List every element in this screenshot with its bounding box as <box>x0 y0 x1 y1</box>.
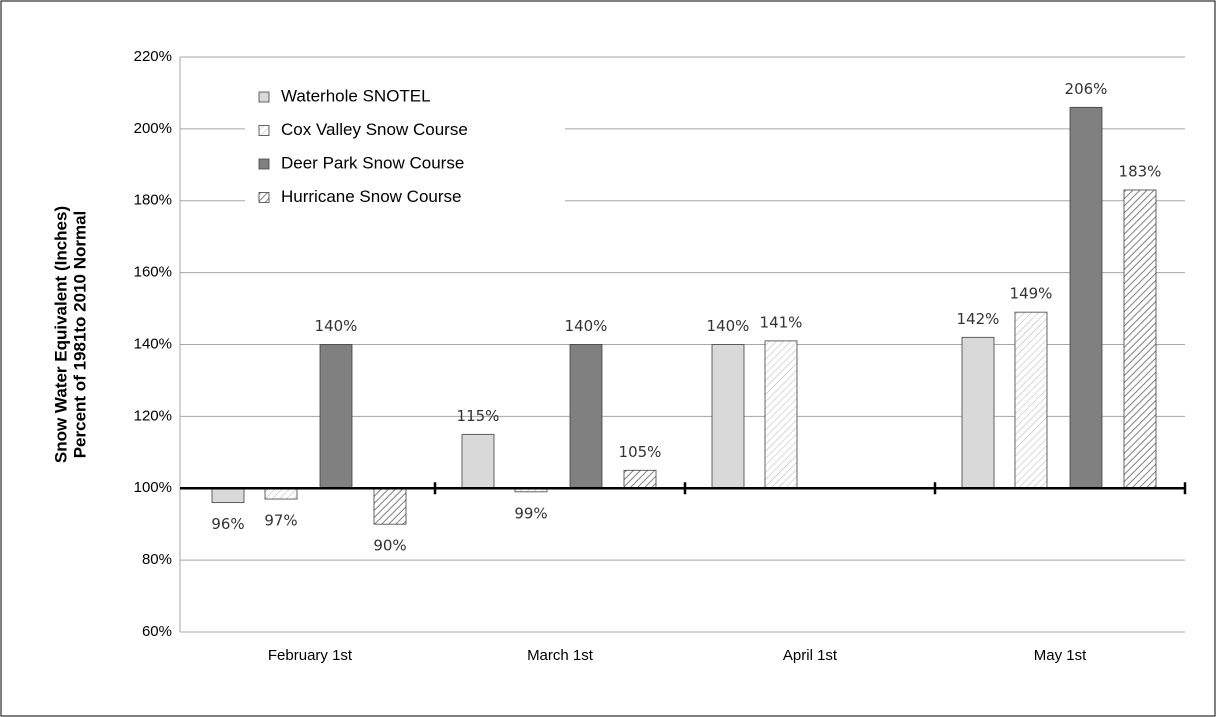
y-axis-title: Snow Water Equivalent (Inches) <box>51 206 70 463</box>
x-tick-label: April 1st <box>783 647 838 664</box>
value-label: 140% <box>707 317 750 335</box>
bar <box>373 487 407 525</box>
bar <box>319 344 353 489</box>
y-tick-label: 140% <box>134 335 172 352</box>
legend-swatch <box>258 158 270 170</box>
x-tick-label: March 1st <box>527 647 594 664</box>
y-tick-label: 180% <box>134 192 172 209</box>
bar <box>461 433 495 489</box>
bar <box>211 487 245 504</box>
bar <box>264 487 298 500</box>
value-label: 149% <box>1010 285 1053 303</box>
legend: Waterhole SNOTEL Cox Valley Snow Course De… <box>245 80 565 215</box>
value-label: 141% <box>760 313 803 331</box>
bar <box>961 336 995 489</box>
value-label: 90% <box>373 537 406 555</box>
legend-label: Cox Valley Snow Course <box>281 120 468 139</box>
bar <box>711 344 745 489</box>
value-label: 206% <box>1065 80 1108 98</box>
value-label: 140% <box>315 317 358 335</box>
x-tick-label: May 1st <box>1034 647 1087 664</box>
value-label: 115% <box>457 407 500 425</box>
legend-label: Deer Park Snow Course <box>281 153 464 172</box>
value-label: 96% <box>211 515 244 533</box>
y-tick-label: 60% <box>142 623 172 640</box>
legend-box <box>245 80 565 215</box>
x-tick-label: February 1st <box>268 647 353 664</box>
y-tick-label: 200% <box>134 120 172 137</box>
y-tick-label: 100% <box>134 479 172 496</box>
y-tick-label: 80% <box>142 551 172 568</box>
legend-swatch <box>258 91 270 103</box>
bar <box>764 340 798 489</box>
bar <box>1069 106 1103 489</box>
y-axis-title: Percent of 1981to 2010 Normal <box>70 211 89 459</box>
value-label: 105% <box>619 443 662 461</box>
value-label: 140% <box>565 317 608 335</box>
legend-swatch <box>258 192 270 203</box>
value-label: 99% <box>514 504 547 522</box>
y-tick-label: 220% <box>134 48 172 65</box>
legend-label: Hurricane Snow Course <box>281 187 461 206</box>
legend-swatch <box>258 125 270 136</box>
bar <box>569 344 603 489</box>
legend-label: Waterhole SNOTEL <box>281 86 431 105</box>
y-tick-label: 160% <box>134 264 172 281</box>
value-label: 183% <box>1119 162 1162 180</box>
bar <box>623 469 657 489</box>
value-label: 97% <box>264 512 297 530</box>
value-label: 142% <box>957 310 1000 328</box>
bar <box>1123 189 1157 489</box>
bar <box>1014 311 1048 489</box>
y-tick-label: 120% <box>134 407 172 424</box>
